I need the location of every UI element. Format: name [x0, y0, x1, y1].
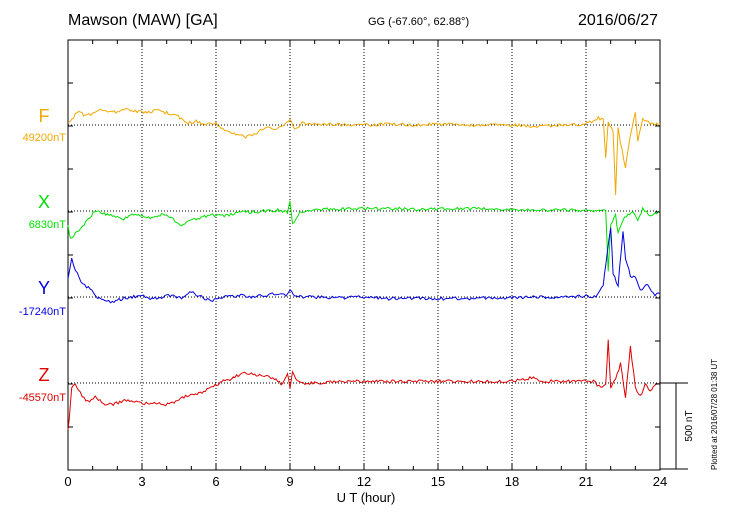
gridlines: [141, 40, 587, 470]
geographic-coordinates: GG (-67.60°, 62.88°): [368, 16, 470, 28]
baseline-label-X: 6830nT: [29, 219, 67, 231]
x-ticks: 0 3 6 9 12 15 18 21 24: [64, 40, 667, 489]
scale-bar-label: 500 nT: [684, 410, 695, 441]
x-tick-label: 15: [431, 474, 445, 489]
series-name-F: F: [39, 106, 50, 126]
series-line-Y: [67, 227, 661, 304]
scale-bar: 500 nT: [660, 382, 695, 470]
x-tick-label: 6: [212, 474, 219, 489]
x-tick-label: 21: [579, 474, 593, 489]
station-title: Mawson (MAW) [GA]: [68, 12, 218, 29]
series-line-Z: [67, 339, 661, 431]
x-tick-label: 18: [505, 474, 519, 489]
x-tick-label: 0: [64, 474, 71, 489]
x-tick-label: 9: [286, 474, 293, 489]
series-line-F: [67, 107, 661, 196]
series-labels: F 49200nT X 6830nT Y -17240nT Z -45570nT: [19, 106, 66, 404]
series-line-X: [67, 200, 661, 272]
plotted-timestamp: Plotted at 2016/07/28 01:38 UT: [710, 358, 719, 470]
date-label: 2016/06/27: [578, 12, 659, 29]
x-tick-label: 3: [138, 474, 145, 489]
x-tick-label: 24: [653, 474, 667, 489]
baseline-label-Y: -17240nT: [19, 306, 66, 318]
series-group: [67, 107, 661, 431]
x-axis-label: U T (hour): [337, 490, 396, 505]
series-name-Z: Z: [39, 365, 50, 385]
x-tick-label: 12: [357, 474, 371, 489]
series-name-X: X: [38, 192, 50, 212]
plot-frame: [67, 39, 661, 471]
series-name-Y: Y: [38, 278, 50, 298]
baseline-label-F: 49200nT: [23, 132, 67, 144]
baseline-label-Z: -45570nT: [19, 392, 66, 404]
